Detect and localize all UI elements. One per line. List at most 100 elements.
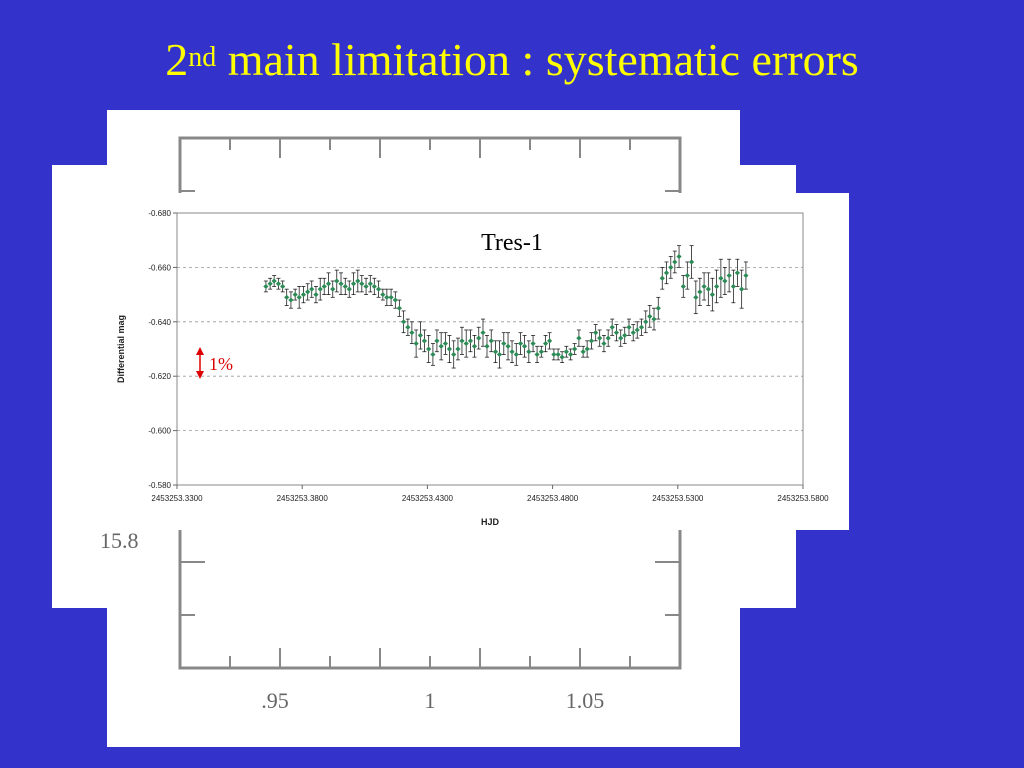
data-point xyxy=(693,294,699,300)
data-point xyxy=(663,270,670,276)
x-tick-label: 2453253.4800 xyxy=(527,494,579,503)
data-point xyxy=(455,346,461,352)
scale-marker-arrow-up xyxy=(196,347,204,355)
background-x-tick-label-2: 1.05 xyxy=(566,688,605,713)
chart-annotation-title: Tres-1 xyxy=(481,230,543,256)
data-point xyxy=(551,351,557,358)
data-point xyxy=(584,346,590,352)
data-point xyxy=(734,270,740,276)
data-point xyxy=(300,292,307,298)
data-point xyxy=(605,335,611,341)
data-point xyxy=(430,351,436,358)
data-point xyxy=(542,340,549,347)
data-point xyxy=(492,349,499,355)
data-point xyxy=(296,294,302,300)
data-point xyxy=(576,335,582,341)
x-axis-ticks: 2453253.3300 2453253.3800 2453253.4300 2453… xyxy=(151,485,829,503)
data-point xyxy=(501,340,507,347)
data-point xyxy=(609,324,615,330)
data-point xyxy=(521,343,528,349)
y-axis-ticks: -0.680 -0.660 -0.640 -0.620 -0.600 -0.580 xyxy=(148,209,177,490)
background-y-tick-label: 15.8 xyxy=(100,528,139,553)
data-point xyxy=(701,283,707,290)
data-point xyxy=(672,259,678,265)
data-point xyxy=(655,305,661,311)
data-point xyxy=(634,327,640,333)
data-point xyxy=(338,281,344,287)
data-point xyxy=(546,338,553,344)
y-tick-label: -0.620 xyxy=(148,372,171,381)
data-point xyxy=(743,272,749,279)
data-point xyxy=(355,278,361,284)
chart-gridlines xyxy=(177,267,803,432)
slide-title-text: main limitation : systematic errors xyxy=(216,34,859,85)
data-point xyxy=(480,330,486,336)
data-point xyxy=(563,349,569,355)
data-point xyxy=(684,272,690,279)
data-point xyxy=(601,340,607,347)
data-point xyxy=(722,278,728,284)
data-point xyxy=(434,338,440,344)
data-point xyxy=(572,346,578,352)
data-point xyxy=(288,297,294,303)
data-point xyxy=(484,343,490,349)
x-tick-label: 2453253.3300 xyxy=(151,494,203,503)
y-tick-label: -0.660 xyxy=(148,263,171,272)
data-point xyxy=(413,340,419,347)
data-point xyxy=(305,289,311,295)
data-point xyxy=(371,283,377,290)
data-point xyxy=(630,330,636,336)
data-point xyxy=(342,283,348,290)
data-point xyxy=(688,259,695,265)
data-point xyxy=(659,275,665,281)
data-point xyxy=(513,351,519,358)
slide-title-number: 2 xyxy=(165,34,189,85)
chart-svg: -0.680 -0.660 -0.640 -0.620 -0.600 -0.580 245… xyxy=(116,209,829,527)
data-point xyxy=(739,286,745,292)
data-point xyxy=(668,264,674,270)
x-tick-label: 2453253.4300 xyxy=(402,494,454,503)
y-tick-label: -0.640 xyxy=(148,318,171,327)
data-point xyxy=(580,349,586,355)
data-point xyxy=(421,338,427,344)
data-point xyxy=(309,286,315,292)
data-point xyxy=(367,281,373,287)
data-point xyxy=(597,335,603,341)
data-point xyxy=(526,349,532,355)
data-point xyxy=(363,283,369,290)
data-point xyxy=(505,343,511,349)
data-point xyxy=(330,286,336,292)
data-point xyxy=(488,338,494,344)
scale-marker-arrow-down xyxy=(196,371,204,379)
data-point xyxy=(726,272,732,279)
data-point xyxy=(280,283,286,290)
data-point xyxy=(555,351,561,358)
slide-title: 2nd main limitation : systematic errors xyxy=(0,30,1024,90)
data-point xyxy=(325,281,332,287)
data-point xyxy=(496,351,503,358)
data-point xyxy=(568,351,574,358)
background-x-tick-label-0: .95 xyxy=(261,688,289,713)
data-point xyxy=(697,289,703,295)
data-point xyxy=(442,340,449,347)
x-tick-label: 2453253.3800 xyxy=(277,494,329,503)
scale-marker-label: 1% xyxy=(209,354,233,374)
data-point xyxy=(730,283,736,290)
data-point xyxy=(676,253,682,260)
data-point xyxy=(392,297,398,303)
data-point xyxy=(380,292,386,298)
data-point xyxy=(709,292,715,298)
data-point xyxy=(471,343,478,349)
data-point xyxy=(388,294,394,300)
data-point xyxy=(593,330,599,336)
data-point xyxy=(321,283,327,290)
data-point xyxy=(359,281,365,287)
data-point xyxy=(626,324,632,330)
data-point xyxy=(476,335,482,341)
y-tick-label: -0.580 xyxy=(148,481,171,490)
data-point xyxy=(263,283,269,290)
data-point xyxy=(534,351,540,358)
data-point xyxy=(643,319,649,325)
data-point xyxy=(438,343,444,349)
data-point xyxy=(463,340,469,347)
